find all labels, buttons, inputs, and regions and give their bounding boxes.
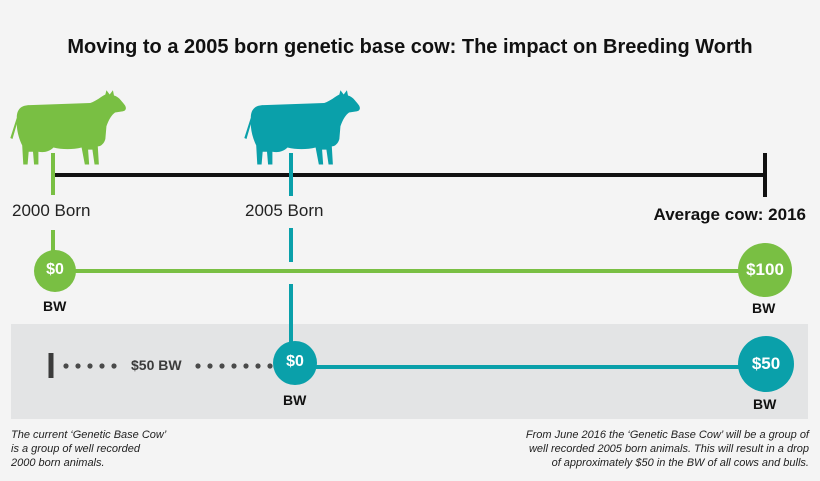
note-left: The current ‘Genetic Base Cow’ is a grou… bbox=[11, 428, 166, 470]
gap-dots-left bbox=[63, 363, 117, 369]
teal-start-circle bbox=[273, 341, 317, 385]
gap-label: $50 BW bbox=[131, 357, 182, 373]
page-title: Moving to a 2005 born genetic base cow: … bbox=[67, 36, 753, 58]
cow-2000-icon bbox=[10, 90, 126, 165]
green-end-unit: BW bbox=[752, 300, 776, 316]
teal-start-value: $0 bbox=[286, 353, 304, 370]
green-start-circle bbox=[34, 250, 76, 292]
label-2000-born: 2000 Born bbox=[12, 201, 91, 220]
teal-end-circle bbox=[738, 336, 794, 392]
note-right-line: of approximately $50 in the BW of all co… bbox=[551, 457, 809, 469]
green-end-circle bbox=[738, 243, 792, 297]
label-2005-born: 2005 Born bbox=[245, 201, 324, 220]
note-right: From June 2016 the ‘Genetic Base Cow’ wi… bbox=[526, 428, 809, 470]
label-average-cow: Average cow: 2016 bbox=[653, 205, 806, 224]
shifted-base-band bbox=[11, 324, 808, 419]
cow-2005-icon bbox=[244, 90, 360, 165]
note-left-line: The current ‘Genetic Base Cow’ bbox=[11, 429, 167, 441]
teal-end-value: $50 bbox=[751, 354, 781, 373]
green-start-unit: BW bbox=[43, 298, 67, 314]
note-right-line: From June 2016 the ‘Genetic Base Cow’ wi… bbox=[525, 429, 809, 441]
note-right-line: well recorded 2005 born animals. This wi… bbox=[528, 443, 809, 455]
gap-dots-right bbox=[195, 363, 273, 369]
teal-end-unit: BW bbox=[753, 396, 777, 412]
note-left-line: is a group of well recorded bbox=[11, 443, 141, 455]
note-left-line: 2000 born animals. bbox=[11, 457, 105, 469]
green-start-value: $0 bbox=[46, 261, 64, 278]
teal-start-unit: BW bbox=[283, 392, 307, 408]
green-end-value: $100 bbox=[746, 260, 784, 279]
